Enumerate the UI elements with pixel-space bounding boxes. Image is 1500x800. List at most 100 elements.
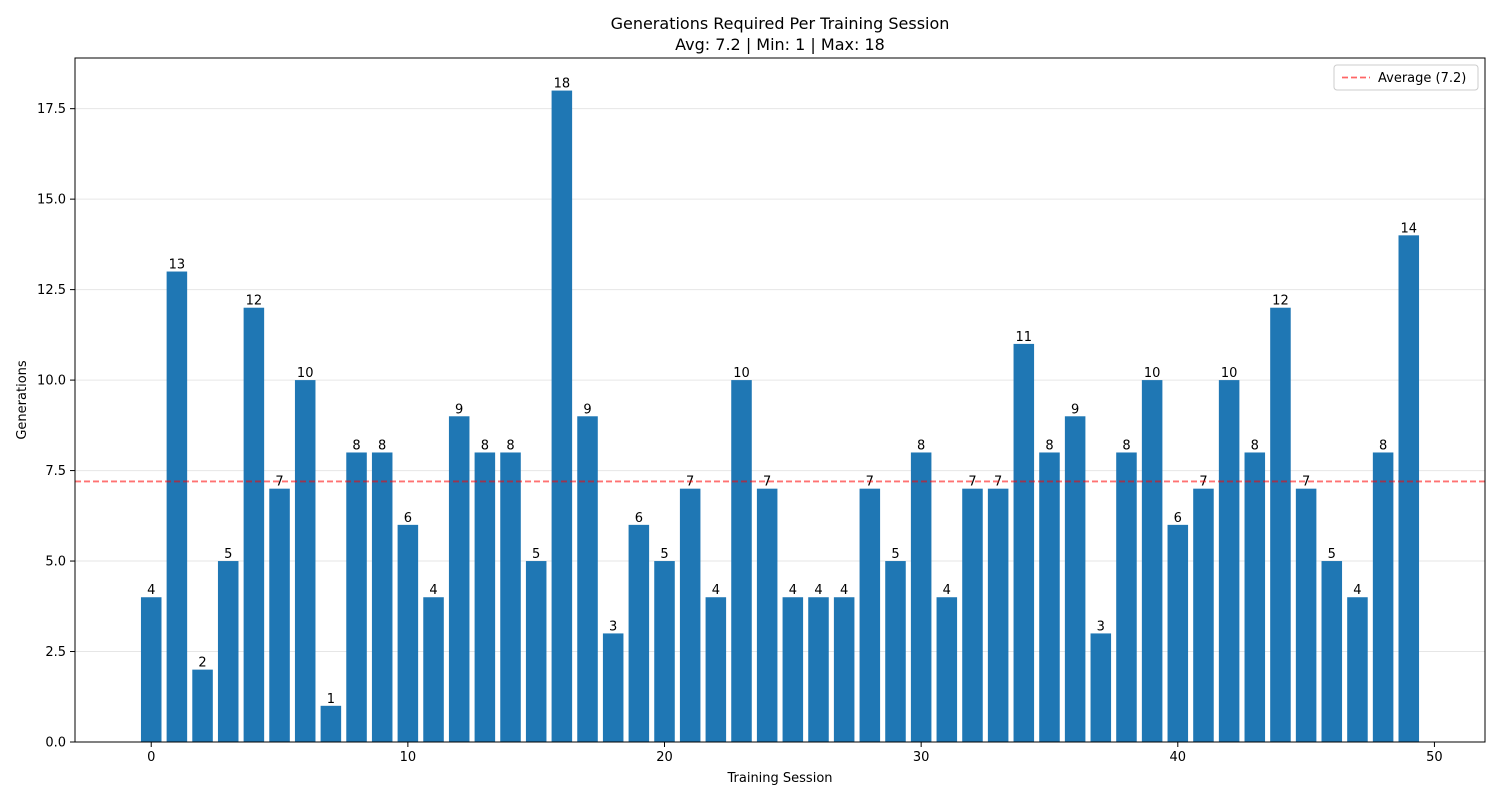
y-tick-label: 10.0 [37, 374, 66, 389]
x-tick-label: 40 [1170, 750, 1187, 765]
bar-value-label: 14 [1401, 221, 1418, 236]
bar-value-label: 12 [246, 294, 263, 309]
bar-session-24 [756, 488, 778, 742]
bar-value-label: 8 [1379, 438, 1387, 453]
bar-value-label: 8 [378, 438, 386, 453]
legend: Average (7.2) [1333, 64, 1479, 91]
bar-value-label: 1 [327, 692, 335, 707]
bar-session-28 [859, 488, 881, 742]
bar-value-label: 2 [198, 656, 206, 671]
bar-value-label: 4 [840, 583, 848, 598]
bar-value-label: 9 [1071, 402, 1079, 417]
y-tick-label: 5.0 [45, 555, 66, 570]
bar-session-27 [833, 597, 855, 742]
bar-session-32 [962, 488, 983, 742]
bar-value-label: 10 [297, 366, 314, 381]
bar-value-label: 10 [1144, 366, 1161, 381]
bar-session-48 [1372, 452, 1394, 742]
bar-session-29 [885, 561, 906, 742]
bar-value-label: 8 [506, 438, 514, 453]
bar-session-34 [1013, 343, 1035, 742]
bar-value-label: 7 [1302, 475, 1310, 490]
bar-session-0 [140, 597, 162, 742]
bar-value-label: 6 [635, 511, 643, 526]
bar-session-25 [782, 597, 804, 742]
bar-session-5 [269, 488, 290, 742]
bar-value-label: 5 [1328, 547, 1336, 562]
bar-session-8 [346, 452, 367, 742]
bar-value-label: 8 [1251, 438, 1259, 453]
bar-value-label: 8 [1045, 438, 1053, 453]
bar-value-label: 12 [1272, 294, 1289, 309]
bar-session-42 [1218, 380, 1240, 742]
bar-value-label: 4 [789, 583, 797, 598]
bar-session-45 [1295, 488, 1317, 742]
bar-value-label: 5 [660, 547, 668, 562]
bar-value-label: 9 [455, 402, 463, 417]
chart-title: Generations Required Per Training Sessio… [611, 14, 950, 33]
bar-value-label: 4 [429, 583, 437, 598]
bar-value-label: 5 [532, 547, 540, 562]
bar-session-44 [1270, 307, 1291, 742]
bar-session-13 [474, 452, 496, 742]
bar-session-43 [1244, 452, 1266, 742]
bar-session-14 [500, 452, 521, 742]
bar-session-2 [192, 669, 213, 742]
bar-session-6 [294, 380, 316, 742]
bar-session-19 [628, 524, 650, 742]
x-tick-label: 10 [400, 750, 417, 765]
bar-session-1 [166, 271, 188, 742]
x-tick-label: 50 [1426, 750, 1443, 765]
bar-session-10 [397, 524, 419, 742]
bars [140, 90, 1420, 743]
bar-session-15 [525, 561, 547, 742]
bar-value-label: 4 [147, 583, 155, 598]
bar-session-33 [987, 488, 1009, 742]
y-tick-label: 7.5 [45, 464, 66, 479]
bar-value-label: 6 [404, 511, 412, 526]
y-tick-label: 12.5 [37, 283, 66, 298]
bar-value-label: 10 [1221, 366, 1238, 381]
bar-session-30 [910, 452, 932, 742]
bar-session-36 [1064, 416, 1086, 742]
x-tick-label: 0 [147, 750, 155, 765]
bar-session-20 [654, 561, 675, 742]
bar-value-label: 13 [169, 258, 186, 273]
bar-session-47 [1347, 597, 1368, 742]
bar-value-label: 9 [583, 402, 591, 417]
chart-subtitle: Avg: 7.2 | Min: 1 | Max: 18 [675, 35, 885, 54]
x-tick-label: 20 [656, 750, 673, 765]
x-axis-label: Training Session [726, 771, 832, 786]
bar-value-label: 5 [891, 547, 899, 562]
bar-session-40 [1167, 524, 1189, 742]
bar-session-4 [243, 307, 265, 742]
bar-session-37 [1090, 633, 1112, 742]
y-tick-label: 15.0 [37, 193, 66, 208]
bar-value-label: 11 [1016, 330, 1033, 345]
bar-value-label: 8 [481, 438, 489, 453]
y-tick-label: 2.5 [45, 645, 66, 660]
bar-value-label: 4 [943, 583, 951, 598]
x-tick-label: 30 [913, 750, 930, 765]
y-tick-label: 0.0 [45, 736, 66, 751]
bar-session-26 [808, 597, 829, 742]
legend-box [1333, 64, 1479, 91]
y-tick-label: 17.5 [37, 102, 66, 117]
bar-value-label: 7 [275, 475, 283, 490]
bar-session-12 [448, 416, 470, 742]
bar-value-label: 8 [352, 438, 360, 453]
bar-session-46 [1321, 561, 1343, 742]
bar-value-label: 5 [224, 547, 232, 562]
bar-value-label: 7 [763, 475, 771, 490]
bar-value-label: 3 [609, 619, 617, 634]
bar-session-22 [705, 597, 727, 742]
bar-value-label: 18 [554, 77, 571, 92]
bar-session-9 [371, 452, 393, 742]
bar-value-label: 4 [712, 583, 720, 598]
bar-session-11 [423, 597, 444, 742]
bar-session-7 [320, 705, 342, 742]
bar-session-18 [602, 633, 624, 742]
bar-value-label: 4 [1353, 583, 1361, 598]
bar-value-label: 10 [733, 366, 750, 381]
